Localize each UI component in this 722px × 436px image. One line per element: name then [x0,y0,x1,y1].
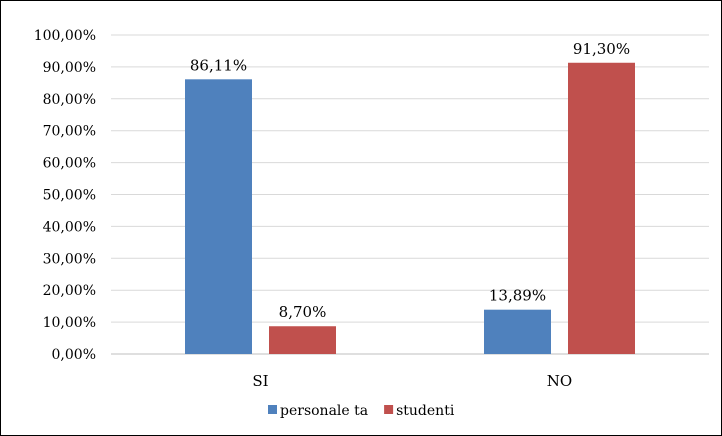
y-tick-label: 60,00% [43,156,96,172]
y-tick-label: 70,00% [43,124,96,140]
data-label: 86,11% [190,56,247,74]
category-label: SI [252,372,268,390]
bar-personale-ta-si [185,79,252,355]
y-tick-label: 30,00% [43,251,96,267]
y-tick-label: 40,00% [43,219,96,235]
data-labels: 86,11% 8,70% 13,89% 91,30% [190,40,630,321]
x-axis-category-labels: SI NO [252,372,572,390]
bar-studenti-no [568,62,635,355]
legend-label: studenti [396,403,455,419]
legend: personale ta studenti [268,403,455,419]
y-tick-label: 20,00% [43,283,96,299]
y-axis-tick-labels: 0,00% 10,00% 20,00% 30,00% 40,00% 50,00% 60,00… [34,28,96,363]
y-tick-label: 80,00% [43,92,96,108]
y-tick-label: 10,00% [43,315,96,331]
legend-swatch [268,405,277,414]
bars [185,62,635,355]
y-tick-label: 0,00% [52,347,96,363]
legend-label: personale ta [280,403,368,419]
data-label: 91,30% [573,40,630,58]
bar-personale-ta-no [484,309,551,354]
bar-studenti-si [269,326,336,354]
data-label: 8,70% [279,303,327,321]
y-tick-label: 90,00% [43,60,96,76]
category-label: NO [547,372,572,390]
legend-swatch [384,405,394,414]
y-tick-label: 50,00% [43,188,96,204]
y-tick-label: 100,00% [34,28,96,44]
data-label: 13,89% [489,287,546,305]
